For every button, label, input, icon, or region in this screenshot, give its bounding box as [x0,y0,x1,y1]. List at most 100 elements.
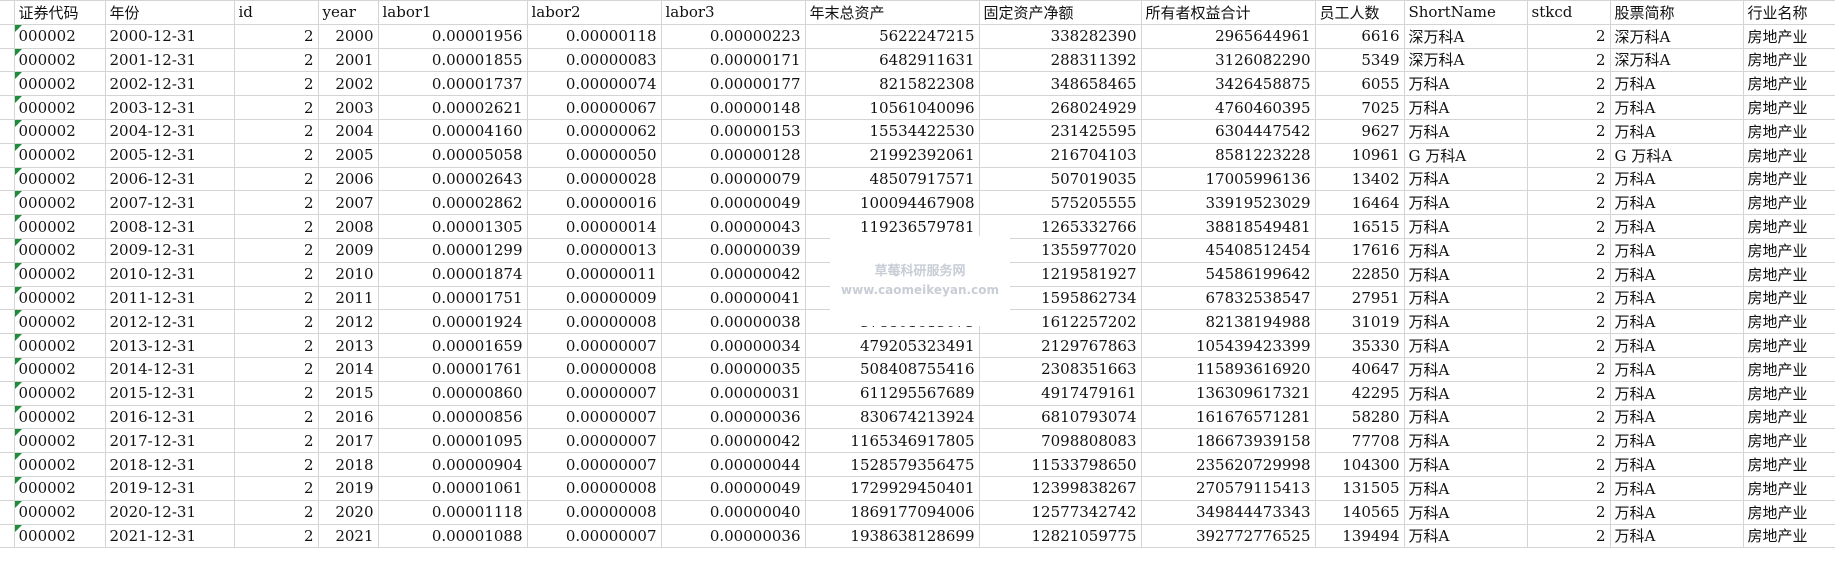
watermark-title: 草莓科研服务网 [874,264,966,279]
cell: 2002 [317,71,379,97]
cell: 82138194988 [1140,309,1316,335]
cell: 万科A [1403,356,1528,382]
row-number [0,333,15,358]
cell: 12399838267 [978,475,1142,501]
cell: 万科A [1403,95,1528,120]
cell: 房地产业 [1742,404,1835,430]
cell: 830674213924 [804,404,980,430]
cell: 0.00000128 [660,142,806,168]
row-number [0,237,15,263]
cell: 2 [1526,404,1611,430]
cell: 0.00000007 [526,333,662,358]
cell: 231425595 [978,118,1142,144]
cell: 000002 [13,190,106,216]
column-header: 行业名称 [1742,0,1835,25]
cell: 12577342742 [978,499,1142,525]
cell: 房地产业 [1742,356,1835,382]
cell: 4760460395 [1140,95,1316,120]
cell: 0.00000039 [660,237,806,263]
cell: 2 [233,237,319,263]
cell: 15534422530 [804,118,980,144]
column-header: 所有者权益合计 [1140,0,1316,25]
cell: 000002 [13,237,106,263]
cell: 000002 [13,166,106,192]
cell: 房地产业 [1742,261,1835,287]
data-row: 000002 2000-12-31 2 2000 0.00001956 0.0000011… [0,23,1835,49]
cell: G 万科A [1609,142,1744,168]
cell: 140565 [1314,499,1405,525]
cell: 2 [1526,475,1611,501]
cell: 000002 [13,142,106,168]
cell: 2 [233,166,319,192]
cell: 2 [233,47,319,73]
cell: 房地产业 [1742,237,1835,263]
cell: 2 [1526,428,1611,454]
cell: 0.00000041 [660,285,806,311]
row-number [0,285,15,311]
cell: 2 [1526,452,1611,477]
cell: 0.00000062 [526,118,662,144]
cell: 2 [1526,142,1611,168]
cell: 2012 [317,309,379,335]
cell: 161676571281 [1140,404,1316,430]
cell: 268024929 [978,95,1142,120]
row-number [0,499,15,525]
cell: 139494 [1314,523,1405,549]
cell: 000002 [13,71,106,97]
cell: 288311392 [978,47,1142,73]
cell: 万科A [1609,285,1744,311]
cell: 2018 [317,452,379,477]
cell: 000002 [13,356,106,382]
cell: 575205555 [978,190,1142,216]
cell: 000002 [13,499,106,525]
cell: 万科A [1403,118,1528,144]
cell: 2 [1526,333,1611,358]
cell: 0.00000043 [660,214,806,239]
data-row: 000002 2013-12-31 2 2013 0.00001659 0.0000000… [0,333,1835,358]
cell: 0.00000049 [660,190,806,216]
cell: 2004-12-31 [104,118,235,144]
data-row: 000002 2014-12-31 2 2014 0.00001761 0.0000000… [0,356,1835,382]
data-row: 000002 2015-12-31 2 2015 0.00000860 0.0000000… [0,380,1835,406]
cell: 4917479161 [978,380,1142,406]
cell: 房地产业 [1742,333,1835,358]
cell: 6482911631 [804,47,980,73]
cell: 2021 [317,523,379,549]
row-number [0,142,15,168]
cell: 2015-12-31 [104,380,235,406]
cell: 0.00000860 [377,380,528,406]
cell: 万科A [1403,214,1528,239]
cell: 0.00000083 [526,47,662,73]
cell: 338282390 [978,23,1142,49]
cell: 000002 [13,333,106,358]
cell: 0.00001095 [377,428,528,454]
cell: 0.00000016 [526,190,662,216]
cell: 万科A [1403,309,1528,335]
cell: 67832538547 [1140,285,1316,311]
cell: 万科A [1609,71,1744,97]
cell: 2 [1526,309,1611,335]
cell: 16464 [1314,190,1405,216]
cell: 000002 [13,475,106,501]
cell: 2 [233,523,319,549]
cell: 2006 [317,166,379,192]
cell: 2 [1526,214,1611,239]
cell: 2 [1526,237,1611,263]
cell: 0.00001956 [377,23,528,49]
cell: 房地产业 [1742,475,1835,501]
column-header: 股票简称 [1609,0,1744,25]
cell: 房地产业 [1742,95,1835,120]
cell: 2 [233,452,319,477]
cell: 22850 [1314,261,1405,287]
data-row: 000002 2007-12-31 2 2007 0.00002862 0.0000001… [0,190,1835,216]
cell: 2006-12-31 [104,166,235,192]
cell: 7098808083 [978,428,1142,454]
cell: 深万科A [1609,23,1744,49]
cell: 房地产业 [1742,166,1835,192]
cell: 2014-12-31 [104,356,235,382]
cell: 216704103 [978,142,1142,168]
cell: 235620729998 [1140,452,1316,477]
data-row: 000002 2008-12-31 2 2008 0.00001305 0.0000001… [0,214,1835,239]
cell: 2 [1526,47,1611,73]
